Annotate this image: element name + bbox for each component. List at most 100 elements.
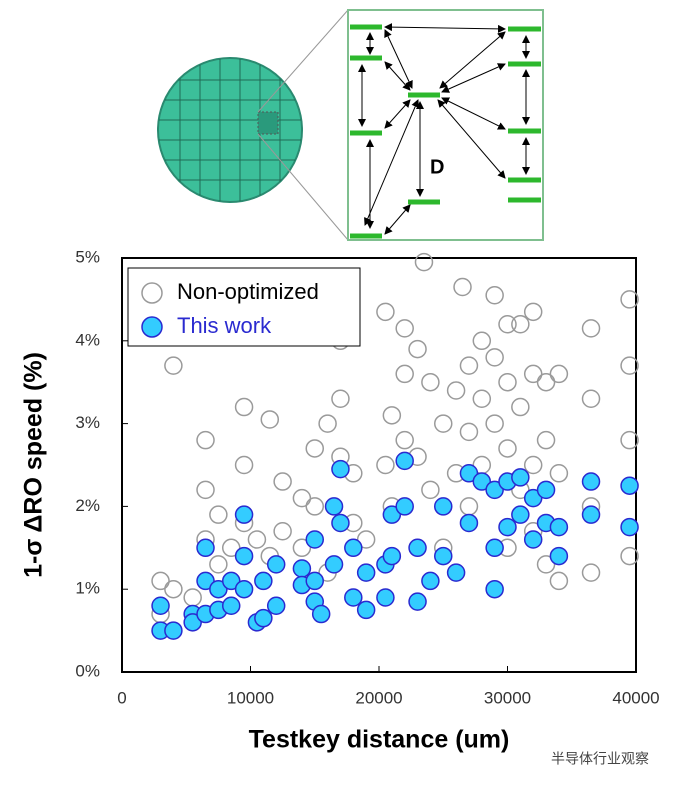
point [311,604,331,624]
point [472,331,492,351]
point [536,555,556,574]
point [292,538,312,558]
point [421,480,440,500]
point [434,497,453,516]
point [305,571,324,591]
point [498,439,517,458]
point [254,571,273,591]
point [511,314,530,334]
point [485,579,504,599]
point [356,530,376,549]
point [620,290,639,309]
point [344,538,363,558]
point [620,546,639,566]
point [395,319,414,338]
point [414,252,434,272]
point [453,277,472,297]
point [376,302,395,322]
point [472,389,492,409]
point [292,488,312,508]
point [164,579,183,599]
point [221,538,241,558]
point [434,414,453,433]
point [196,480,215,500]
point [549,546,569,566]
point [221,571,241,591]
point [581,389,601,409]
point [485,480,504,500]
y-tick-label: 3% [75,413,100,432]
point [459,497,479,516]
point [485,348,504,367]
point [305,497,324,516]
point [549,364,569,384]
point [273,472,292,491]
point [498,517,517,537]
y-tick-label: 5% [75,247,100,266]
point [498,314,517,334]
point [523,302,543,322]
point [183,613,202,632]
point [247,530,267,549]
y-axis-label: 1-σ ΔRO speed (%) [20,352,48,578]
point [305,439,324,458]
point [395,451,414,471]
point [196,538,215,558]
x-tick-label: 20000 [355,688,402,707]
legend-label: This work [177,313,272,338]
point [356,563,376,582]
point [536,372,556,392]
point [523,455,543,475]
point [620,476,639,495]
point [620,430,639,450]
point [472,472,492,491]
point [620,356,639,375]
distance-label: D [430,156,444,178]
point [234,546,254,566]
point [151,571,170,591]
point [459,356,479,375]
point [254,608,273,628]
point [620,517,639,537]
point [324,497,344,516]
point [434,546,453,566]
point [382,505,402,524]
point [523,364,543,384]
point [260,410,280,429]
point [151,596,170,616]
y-tick-label: 2% [75,496,100,515]
y-tick-label: 4% [75,330,100,349]
point [196,430,215,450]
point [581,319,601,338]
watermark: 半导体行业观察 [551,751,649,767]
y-tick-label: 0% [75,661,100,680]
legend-marker [141,316,163,338]
point [209,555,228,574]
point [395,364,414,384]
point [331,513,350,533]
point [581,505,601,524]
point [266,555,286,574]
x-tick-label: 10000 [227,688,274,707]
point [511,505,530,524]
point [164,356,183,375]
point [408,592,427,611]
point [234,397,254,417]
point [408,339,427,359]
point [292,559,312,578]
point [485,538,504,558]
point [234,455,254,475]
point [536,430,556,450]
series-points [151,451,639,640]
point [511,397,530,417]
point [395,497,414,516]
point [266,596,286,616]
point [421,372,440,392]
legend-label: Non-optimized [177,279,319,304]
point [344,588,363,607]
point [331,389,350,409]
point [382,406,402,425]
point [498,372,517,392]
point [446,381,466,400]
point [221,596,241,616]
